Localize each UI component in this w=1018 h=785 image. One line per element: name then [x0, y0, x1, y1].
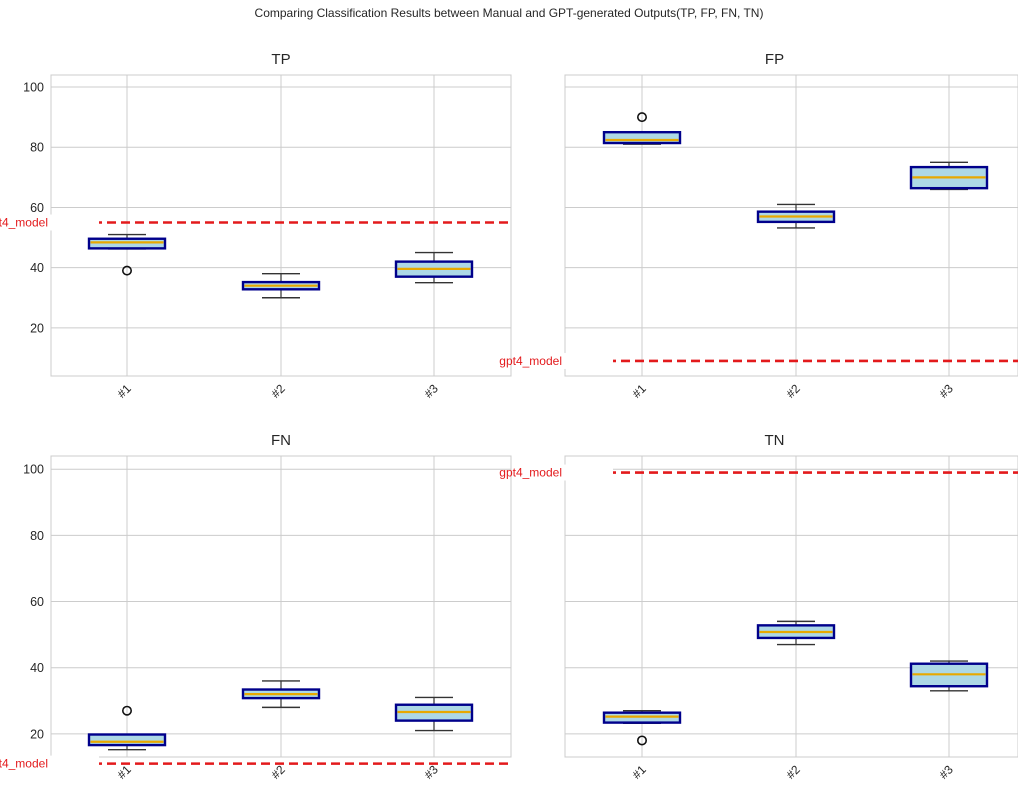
box-2 — [243, 274, 319, 298]
y-tick-label: 100 — [23, 463, 44, 477]
x-tick-label: #2 — [783, 762, 803, 780]
box-body — [89, 735, 165, 746]
x-tick-label: #1 — [629, 381, 649, 401]
reference-line-label: gpt4_model — [0, 757, 48, 771]
y-tick-label: 20 — [30, 321, 44, 335]
box-2 — [243, 681, 319, 707]
box-3 — [911, 162, 987, 189]
axes-frame — [565, 75, 1018, 376]
x-tick-label: #1 — [629, 762, 649, 780]
y-tick-label: 100 — [23, 81, 44, 95]
subplot-title: FN — [271, 432, 291, 449]
y-tick-label: 80 — [30, 529, 44, 543]
subplot-tp: 20 40 60 80 100 #1 #2 #3 TP gpt4_model — [0, 51, 511, 401]
x-tick-label: #3 — [421, 381, 441, 401]
y-tick-label: 80 — [30, 141, 44, 155]
y-tick-label: 40 — [30, 661, 44, 675]
x-tick-label: #3 — [421, 762, 441, 780]
box-body — [89, 239, 165, 249]
subplot-fn: 20 40 60 80 100 #1 #2 #3 FN gpt4_model — [0, 432, 511, 780]
subplot-title: FP — [765, 51, 784, 68]
reference-line-label: gpt4_model — [499, 354, 562, 368]
y-tick-label: 40 — [30, 261, 44, 275]
box-3 — [396, 253, 472, 283]
y-tick-label: 60 — [30, 201, 44, 215]
x-tick-label: #2 — [783, 381, 803, 401]
y-tick-label: 60 — [30, 595, 44, 609]
x-tick-label: #2 — [268, 381, 288, 401]
box-3 — [911, 661, 987, 691]
x-tick-label: #3 — [936, 381, 956, 401]
reference-line-label: gpt4_model — [0, 215, 48, 229]
x-tick-label: #1 — [114, 381, 134, 401]
x-tick-label: #3 — [936, 762, 956, 780]
y-tick-label: 20 — [30, 727, 44, 741]
box-body — [604, 132, 680, 143]
figure-suptitle: Comparing Classification Results between… — [255, 6, 764, 20]
subplot-title: TP — [271, 51, 290, 68]
box-2 — [758, 621, 834, 644]
subplot-tn: #1 #2 #3 TN gpt4_model — [499, 432, 1018, 780]
subplot-fp: #1 #2 #3 FP gpt4_model — [499, 51, 1018, 401]
box-2 — [758, 204, 834, 227]
x-tick-label: #1 — [114, 762, 134, 780]
subplot-title: TN — [765, 432, 785, 449]
x-tick-label: #2 — [268, 762, 288, 780]
reference-line-label: gpt4_model — [499, 466, 562, 480]
box-3 — [396, 697, 472, 730]
